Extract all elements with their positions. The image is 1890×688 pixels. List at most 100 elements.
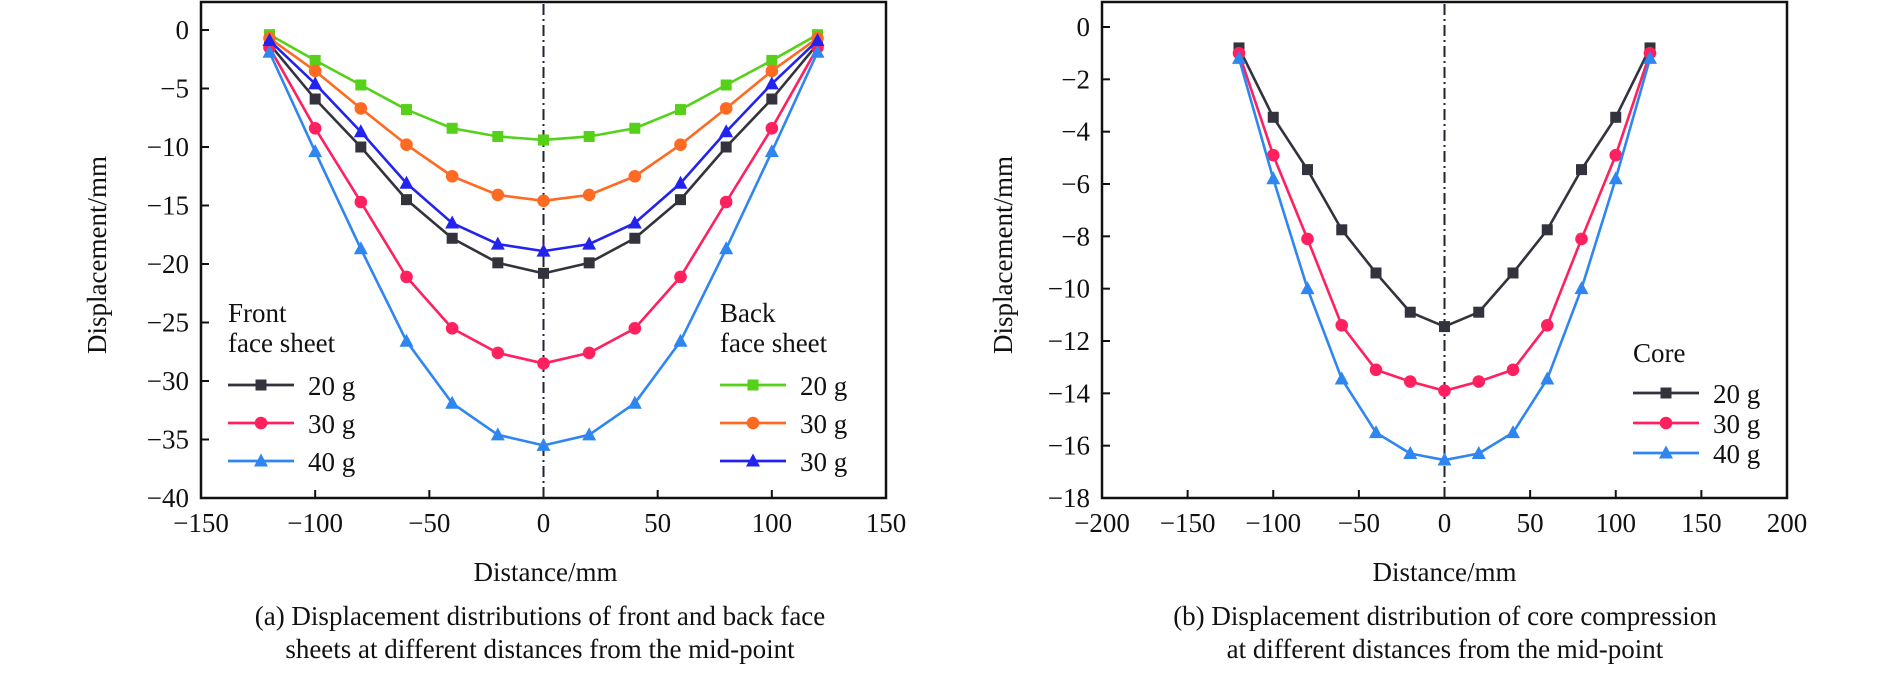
data-point: [719, 102, 733, 115]
x-tick-label: −150: [173, 508, 229, 538]
data-point: [537, 357, 550, 370]
series-2: [1232, 50, 1657, 466]
data-point: [308, 76, 323, 90]
legend-label: 30 g: [1713, 409, 1760, 439]
y-tick-label: −12: [1048, 326, 1090, 356]
y-tick-label: −10: [147, 132, 189, 162]
data-point: [353, 241, 368, 255]
caption-a: (a) Displacement distributions of front …: [140, 600, 940, 666]
data-point: [628, 169, 642, 183]
data-point: [1403, 446, 1418, 460]
series-1: [263, 41, 824, 370]
caption-a-line-2: sheets at different distances from the m…: [285, 634, 795, 664]
legend-marker: [746, 416, 760, 430]
y-tick-label: −8: [1061, 221, 1090, 251]
data-point: [719, 124, 734, 138]
legend-marker: [1660, 387, 1672, 399]
data-point: [1610, 111, 1622, 123]
data-point: [446, 122, 458, 134]
data-point: [1506, 425, 1520, 439]
legend-label: 30 g: [800, 447, 847, 477]
data-point: [673, 175, 688, 189]
caption-b-line-1: (b) Displacement distribution of core co…: [1173, 601, 1717, 631]
y-tick-label: −25: [147, 308, 189, 338]
data-point: [354, 102, 368, 115]
data-point: [582, 427, 597, 441]
y-tick-label: −14: [1048, 378, 1091, 408]
legend-title: face sheet: [720, 328, 828, 358]
data-point: [1369, 425, 1383, 439]
data-point: [1541, 224, 1553, 236]
data-point: [355, 141, 367, 153]
x-tick-label: 200: [1767, 508, 1808, 538]
data-point: [400, 138, 413, 151]
data-point: [1643, 50, 1657, 64]
legend-label: 30 g: [800, 409, 847, 439]
data-point: [674, 138, 687, 151]
series-1: [1232, 46, 1657, 398]
chart-a: 0 −5 −10 −15 −20 −25 −30 −35 −40−150 −100 −50 0 50 10…: [82, 0, 906, 587]
x-tick-label: 50: [1517, 508, 1544, 538]
legend-marker: [254, 453, 268, 467]
data-point: [537, 194, 550, 208]
data-point: [491, 188, 505, 202]
y-tick-label: −15: [147, 191, 189, 221]
y-tick-label: 0: [1077, 12, 1091, 42]
y-tick-label: −5: [160, 74, 189, 104]
y-tick-label: 0: [176, 15, 190, 45]
x-tick-label: −100: [1245, 508, 1301, 538]
y-tick-label: −16: [1048, 431, 1090, 461]
y-tick-label: −20: [147, 249, 189, 279]
data-point: [445, 322, 459, 335]
legend-marker: [747, 379, 759, 391]
data-point: [629, 122, 641, 134]
data-point: [1574, 281, 1589, 295]
data-point: [262, 44, 277, 58]
data-point: [262, 33, 277, 47]
data-point: [308, 144, 323, 158]
data-point: [1403, 375, 1417, 388]
data-point: [445, 215, 460, 229]
data-point: [720, 79, 732, 91]
data-point: [765, 64, 779, 78]
legend-label: 30 g: [308, 409, 355, 439]
data-point: [1507, 267, 1519, 279]
data-point: [309, 54, 321, 66]
y-tick-label: −6: [1061, 169, 1090, 199]
data-point: [720, 141, 732, 153]
legend-title: Back: [720, 298, 776, 328]
data-point: [308, 64, 322, 78]
data-point: [1473, 306, 1485, 318]
x-tick-label: 150: [1681, 508, 1722, 538]
data-point: [1266, 171, 1281, 185]
data-point: [583, 130, 595, 142]
data-point: [399, 175, 414, 189]
data-point: [400, 270, 413, 284]
legend-marker: [1659, 445, 1673, 459]
legend-label: 20 g: [1713, 379, 1760, 409]
data-point: [354, 195, 368, 209]
data-point: [538, 134, 549, 146]
y-tick-label: −30: [147, 366, 189, 396]
data-point: [1471, 446, 1486, 460]
x-tick-label: 100: [752, 508, 793, 538]
data-point: [673, 333, 688, 347]
data-point: [582, 236, 597, 250]
data-point: [399, 333, 414, 347]
chart-b: 0 −2 −4 −6 −8 −10 −12 −14 −16 −18−200 −150 −100 −50 0…: [988, 0, 1808, 587]
x-tick-label: 0: [537, 508, 551, 538]
data-point: [764, 76, 779, 90]
legend-marker: [254, 416, 268, 430]
x-tick-label: −150: [1160, 508, 1216, 538]
data-point: [1608, 171, 1623, 185]
series-2: [262, 44, 825, 451]
x-tick-label: 50: [644, 508, 671, 538]
data-point: [627, 215, 642, 229]
x-tick-label: 0: [1438, 508, 1452, 538]
data-point: [675, 104, 686, 116]
data-point: [719, 195, 733, 209]
legend-title: face sheet: [228, 328, 336, 358]
legend-label: 40 g: [308, 447, 355, 477]
